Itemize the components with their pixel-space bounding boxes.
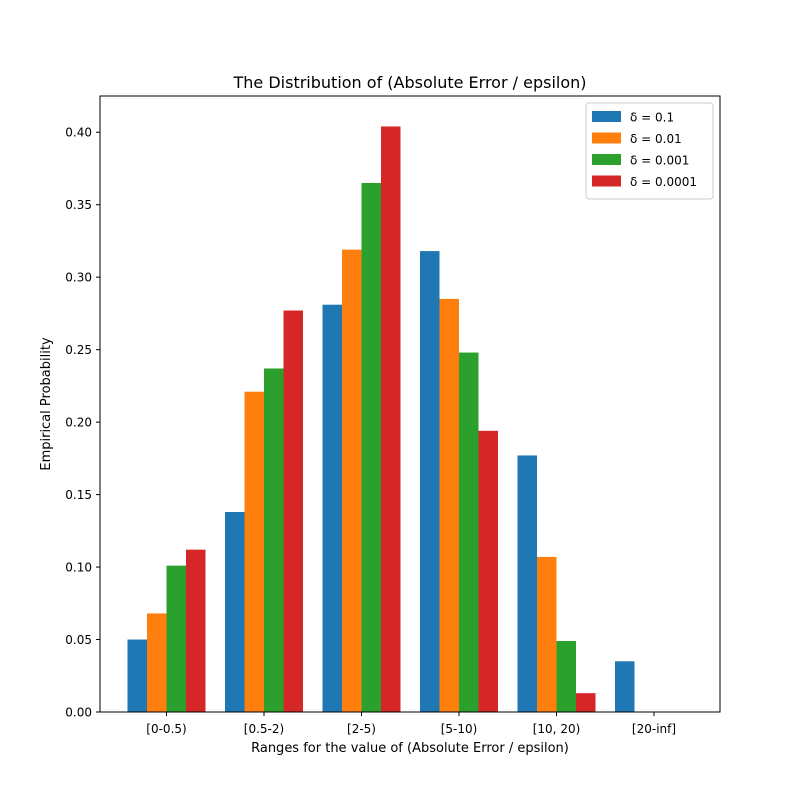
y-tick-label: 0.10 — [65, 561, 92, 575]
bars-group — [127, 126, 635, 713]
bar-4-5 — [576, 693, 596, 712]
x-tick-label: [20-inf] — [632, 722, 676, 736]
bar-1-2 — [225, 511, 245, 712]
y-tick-label: 0.05 — [65, 633, 92, 647]
bar-4-3 — [381, 126, 401, 713]
bar-1-1 — [127, 639, 147, 712]
bar-2-5 — [537, 556, 557, 712]
legend-label: δ = 0.1 — [630, 111, 674, 125]
y-tick-label: 0.35 — [65, 198, 92, 212]
bar-1-3 — [322, 304, 342, 712]
bar-3-1 — [166, 565, 186, 712]
y-tick-label: 0.25 — [65, 343, 92, 357]
y-tick-label: 0.00 — [65, 706, 92, 720]
bar-4-4 — [478, 430, 498, 712]
bar-4-2 — [283, 310, 303, 712]
bar-2-1 — [147, 613, 167, 712]
bar-1-6 — [615, 661, 635, 712]
legend-swatch — [592, 154, 621, 165]
y-tick-label: 0.30 — [65, 271, 92, 285]
legend-label: δ = 0.001 — [630, 154, 689, 168]
legend-swatch — [592, 111, 621, 122]
bar-3-4 — [459, 352, 479, 712]
plot-frame — [99, 95, 721, 713]
bar-2-2 — [244, 391, 264, 712]
y-axis-label: Empirical Probability — [39, 337, 54, 471]
legend-label: δ = 0.0001 — [630, 175, 697, 189]
legend-box — [585, 102, 714, 200]
bar-4-1 — [186, 549, 206, 712]
bar-1-4 — [420, 251, 440, 713]
bar-3-3 — [361, 182, 381, 712]
x-tick-label: [0-0.5) — [146, 722, 186, 736]
legend-label: δ = 0.01 — [630, 132, 682, 146]
chart-title: The Distribution of (Absolute Error / ep… — [233, 73, 587, 92]
x-tick-label: [0.5-2) — [244, 722, 284, 736]
x-axis: [0-0.5) [0.5-2) [2-5) [5-10) [10, 20) [20-inf… — [146, 712, 676, 736]
legend-swatch — [592, 132, 621, 144]
x-axis-label: Ranges for the value of (Absolute Error … — [251, 741, 569, 756]
bar-1-5 — [517, 455, 537, 712]
legend: δ = 0.1 δ = 0.01 δ = 0.001 δ = 0.0001 — [585, 102, 714, 200]
legend-swatch — [592, 175, 621, 187]
bar-3-5 — [556, 640, 576, 712]
bar-2-4 — [439, 298, 459, 712]
y-axis: 0.00 0.05 0.10 0.15 0.20 0.25 0.30 0.35 0.40 — [65, 126, 100, 720]
y-tick-label: 0.40 — [65, 126, 92, 140]
y-tick-label: 0.15 — [65, 488, 92, 502]
x-tick-label: [5-10) — [441, 722, 478, 736]
y-tick-label: 0.20 — [65, 416, 92, 430]
bar-3-2 — [264, 368, 284, 712]
x-tick-label: [10, 20) — [533, 722, 581, 736]
x-tick-label: [2-5) — [347, 722, 376, 736]
bar-2-3 — [342, 249, 362, 713]
